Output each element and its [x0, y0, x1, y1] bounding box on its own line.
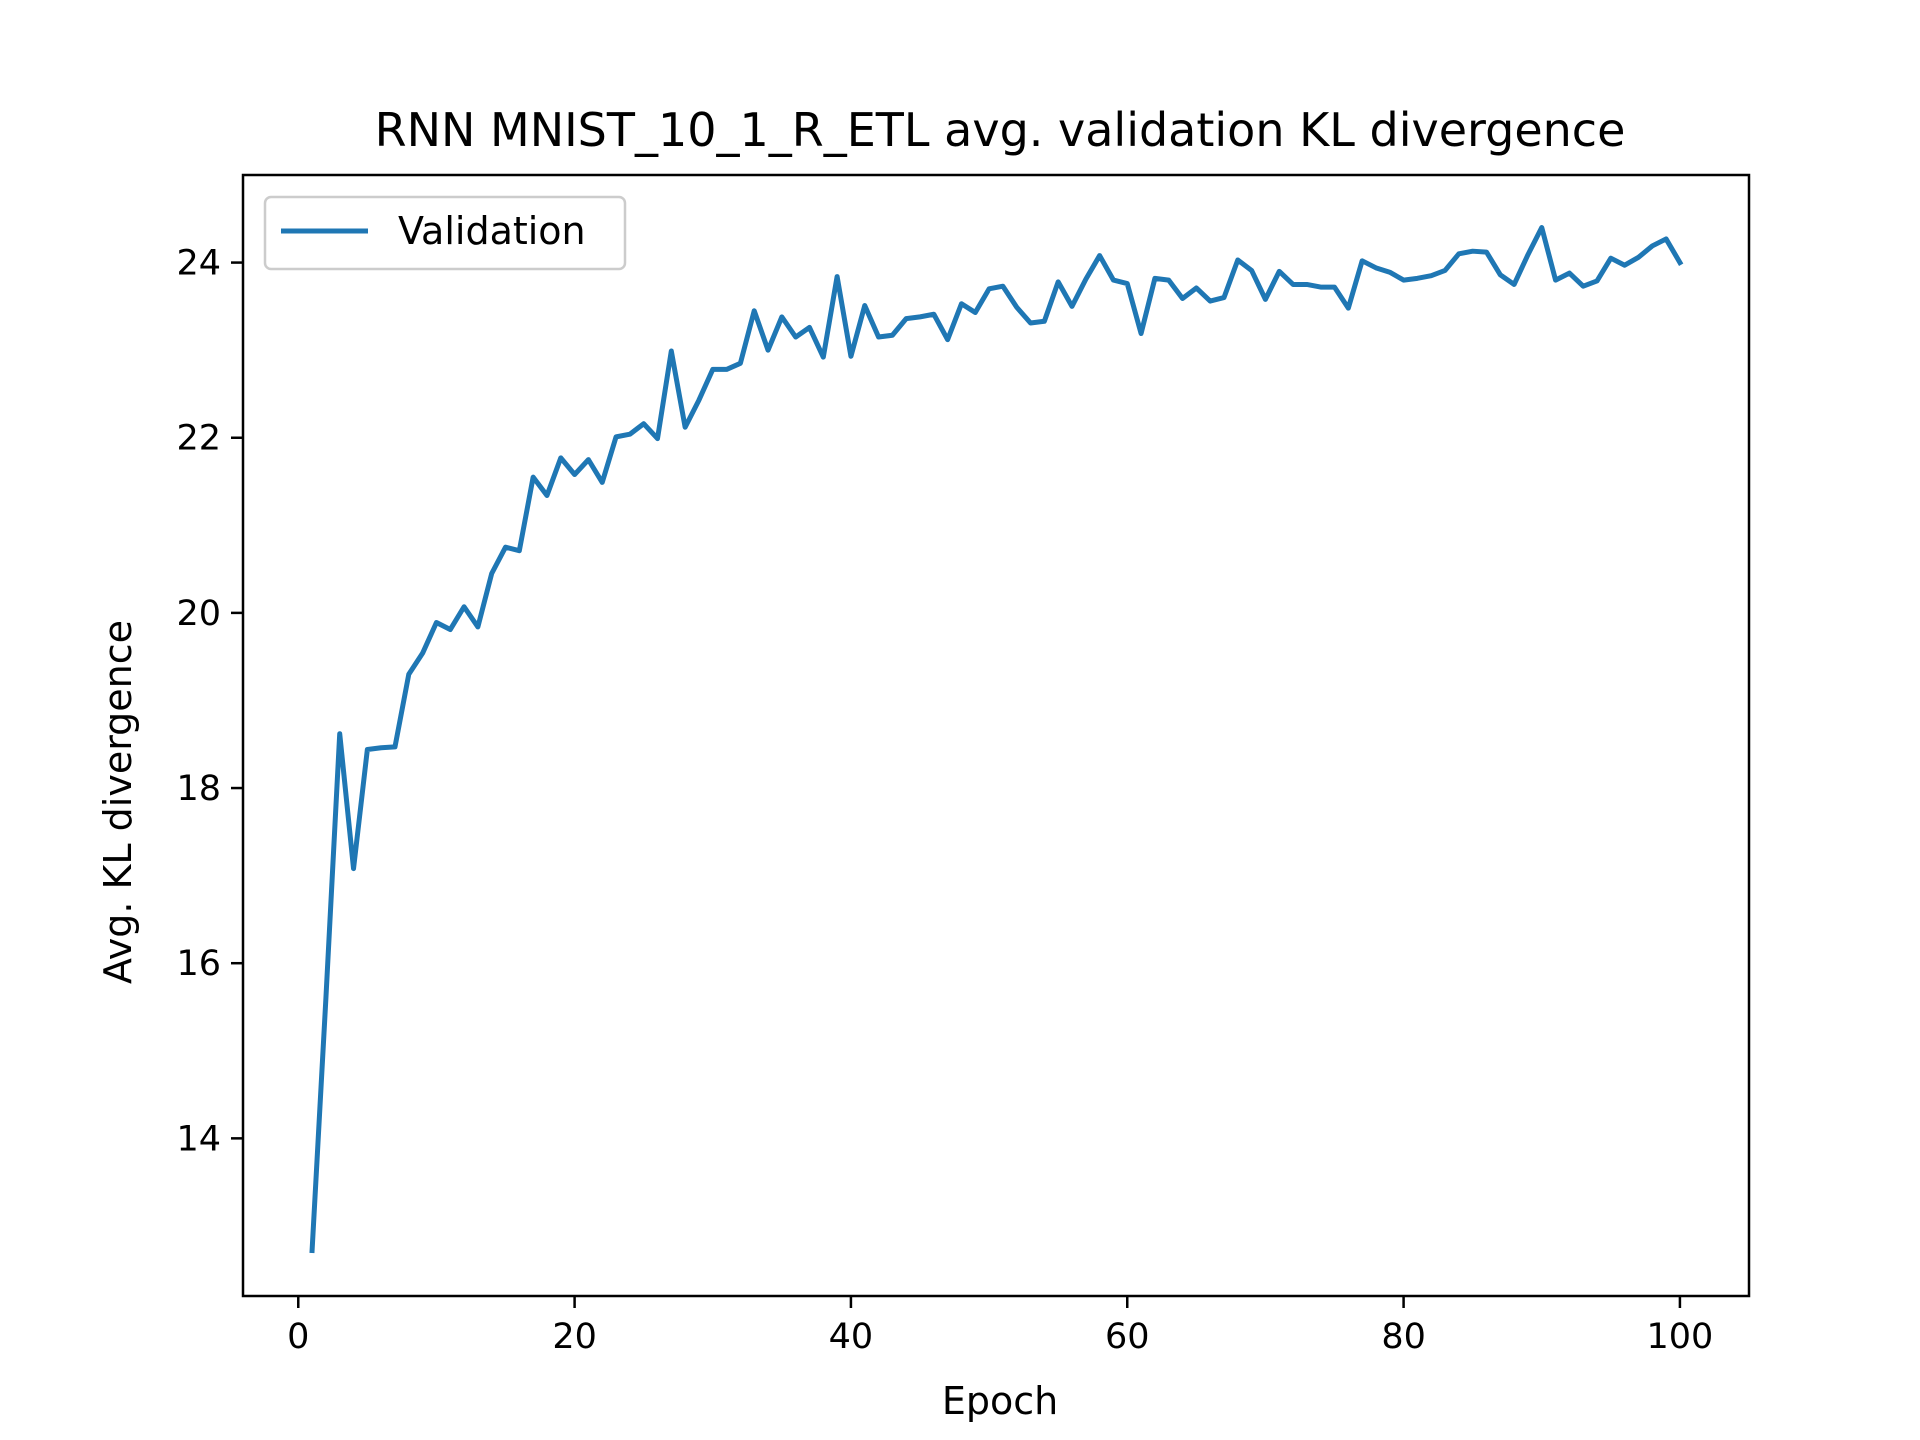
- x-axis: 0 20 40 60 80 100: [287, 1296, 1713, 1357]
- plot-area: [241, 173, 1751, 1298]
- x-tick-label: 60: [1105, 1317, 1150, 1357]
- chart-title: RNN MNIST_10_1_R_ETL avg. validation KL …: [375, 103, 1626, 157]
- x-tick-label: 20: [552, 1317, 597, 1357]
- x-tick-label: 80: [1381, 1317, 1426, 1357]
- series-line-validation: [309, 225, 1684, 1254]
- legend: Validation: [263, 195, 627, 271]
- y-axis: 14 16 18 20 22 24: [176, 244, 243, 1159]
- x-tick-label: 0: [287, 1317, 309, 1357]
- x-tick-label: 100: [1647, 1317, 1714, 1357]
- plot-frame: [241, 173, 1751, 1298]
- x-axis-label: Epoch: [942, 1379, 1058, 1423]
- legend-label-validation: Validation: [398, 209, 586, 253]
- y-tick-label: 22: [176, 419, 221, 459]
- legend-frame: [263, 195, 627, 271]
- y-tick-label: 14: [176, 1119, 221, 1159]
- y-tick-label: 24: [176, 244, 221, 284]
- y-tick-label: 16: [176, 944, 221, 984]
- y-axis-label: Avg. KL divergence: [96, 620, 140, 984]
- y-tick-label: 20: [176, 594, 221, 634]
- y-tick-label: 18: [176, 769, 221, 809]
- x-tick-label: 40: [829, 1317, 874, 1357]
